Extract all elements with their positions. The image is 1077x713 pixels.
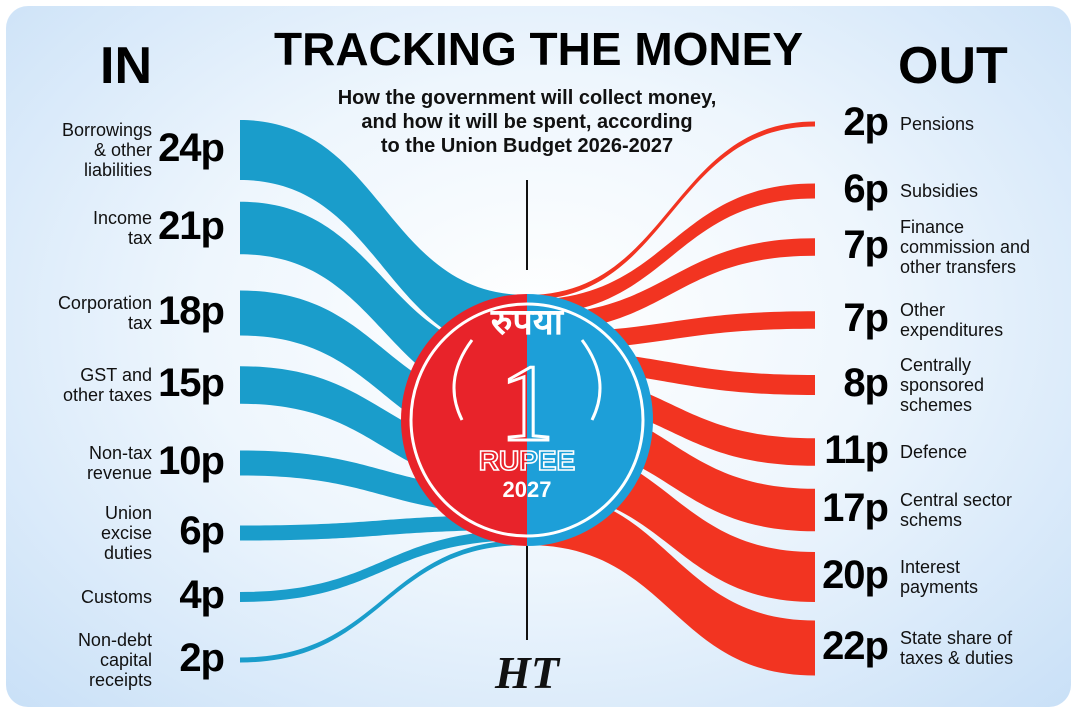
title: TRACKING THE MONEY (274, 23, 803, 75)
in-label: Borrowings & other liabilities (61, 120, 152, 180)
in-label: Corporation tax (57, 293, 152, 333)
in-value-label: 24p (158, 126, 225, 170)
flow-band (527, 183, 815, 315)
out-value-label: 11p (824, 428, 889, 472)
in-label: Union excise duties (100, 503, 152, 563)
flow-band (527, 490, 815, 676)
out-label: State share of taxes & duties (900, 628, 1014, 668)
out-value-label: 20p (822, 553, 889, 597)
coin-numeral: 1 (500, 342, 555, 464)
coin-word: RUPEE (479, 445, 575, 476)
flow-band (527, 121, 815, 300)
out-label: Centrally sponsored schemes (900, 355, 985, 415)
logo: HT (494, 647, 561, 698)
in-value-label: 6p (179, 509, 225, 553)
coin-year: 2027 (503, 477, 552, 502)
in-value-label: 4p (179, 573, 225, 617)
out-label: Finance commission and other transfers (900, 217, 1031, 277)
out-label: Other expenditures (900, 300, 1004, 340)
in-value-label: 10p (158, 439, 225, 483)
in-value-label: 15p (158, 361, 225, 405)
out-value-label: 6p (843, 167, 889, 211)
out-value-label: 8p (843, 361, 889, 405)
out-heading: OUT (898, 37, 1008, 95)
out-value-label: 7p (843, 296, 889, 340)
in-value-label: 2p (179, 636, 225, 680)
coin-script: रुपया (490, 302, 565, 343)
out-label: Central sector schems (900, 490, 1013, 530)
out-value-label: 7p (843, 223, 889, 267)
in-label: GST and other taxes (62, 365, 152, 405)
out-value-label: 22p (822, 624, 889, 668)
subtitle: How the government will collect money, a… (337, 87, 717, 157)
out-label: Defence (900, 442, 968, 462)
out-value-label: 2p (843, 100, 889, 144)
in-value-label: 21p (158, 204, 225, 248)
out-label: Subsidies (900, 181, 979, 201)
flow-band (527, 238, 815, 333)
in-value-label: 18p (158, 289, 225, 333)
out-label: Interest payments (900, 557, 979, 597)
out-value-label: 17p (822, 486, 889, 530)
in-label: Customs (80, 587, 152, 607)
in-label: Non-tax revenue (86, 443, 152, 483)
flow-band (240, 120, 527, 355)
in-heading: IN (100, 37, 152, 95)
in-label: Non-debt capital receipts (77, 630, 152, 690)
flow-band (240, 540, 527, 663)
in-label: Income tax (92, 208, 152, 248)
flow-band (240, 530, 527, 602)
out-label: Pensions (900, 114, 975, 134)
